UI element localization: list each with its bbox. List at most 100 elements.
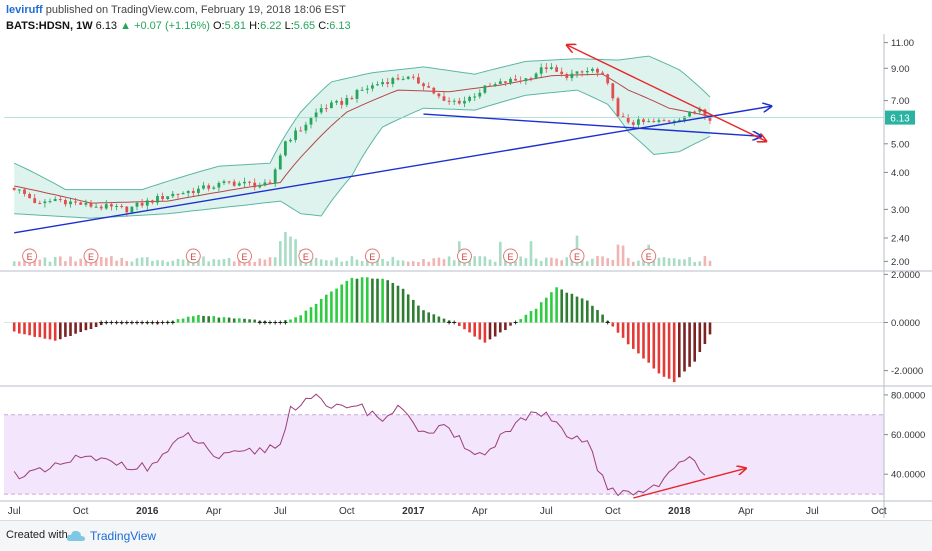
candle-body[interactable]	[156, 196, 159, 203]
candle-body[interactable]	[601, 72, 604, 75]
candle-body[interactable]	[544, 67, 548, 69]
earnings-marker[interactable]	[641, 248, 657, 264]
candle-body[interactable]	[232, 181, 236, 186]
candle-body[interactable]	[197, 188, 200, 193]
candle-body[interactable]	[330, 102, 333, 109]
candle-body[interactable]	[130, 206, 134, 213]
candle-body[interactable]	[58, 199, 62, 200]
candle-body[interactable]	[299, 130, 303, 132]
candle-body[interactable]	[48, 201, 52, 203]
candle-body[interactable]	[560, 71, 564, 74]
candle-body[interactable]	[493, 84, 497, 86]
candle-body[interactable]	[166, 196, 170, 199]
candle-body[interactable]	[381, 82, 384, 85]
candle-body[interactable]	[647, 121, 651, 123]
candle-body[interactable]	[498, 81, 502, 84]
candle-body[interactable]	[237, 183, 241, 186]
candle-body[interactable]	[17, 189, 21, 191]
candle-body[interactable]	[314, 112, 318, 118]
author-link[interactable]: leviruff	[6, 4, 43, 16]
macd-pane[interactable]	[4, 277, 884, 383]
candle-body[interactable]	[84, 202, 88, 205]
candle-body[interactable]	[524, 78, 528, 81]
candle-body[interactable]	[94, 206, 98, 208]
candle-body[interactable]	[181, 193, 185, 195]
candle-body[interactable]	[550, 67, 553, 69]
candle-body[interactable]	[79, 202, 83, 205]
candle-body[interactable]	[294, 130, 297, 140]
candle-body[interactable]	[350, 98, 354, 99]
candle-body[interactable]	[355, 90, 359, 99]
candle-body[interactable]	[120, 206, 124, 207]
candle-body[interactable]	[253, 182, 257, 188]
earnings-marker[interactable]	[364, 248, 380, 264]
candle-body[interactable]	[360, 89, 364, 91]
candle-body[interactable]	[319, 108, 323, 113]
candle-body[interactable]	[442, 96, 446, 101]
candle-body[interactable]	[284, 141, 287, 156]
candle-body[interactable]	[278, 155, 282, 170]
candle-body[interactable]	[324, 108, 328, 110]
candle-body[interactable]	[534, 73, 538, 79]
candle-body[interactable]	[186, 191, 190, 193]
candle-body[interactable]	[335, 101, 338, 103]
earnings-marker[interactable]	[185, 248, 201, 264]
candle-body[interactable]	[478, 92, 482, 97]
candle-body[interactable]	[463, 100, 466, 104]
candle-body[interactable]	[376, 84, 379, 86]
trendline-red[interactable]	[567, 45, 767, 141]
candle-body[interactable]	[340, 101, 344, 105]
candle-body[interactable]	[473, 96, 477, 98]
candle-body[interactable]	[43, 201, 47, 204]
candle-body[interactable]	[422, 83, 425, 87]
candle-body[interactable]	[176, 193, 180, 195]
candle-body[interactable]	[591, 68, 594, 71]
candle-body[interactable]	[135, 202, 139, 207]
earnings-marker[interactable]	[457, 248, 472, 264]
candle-body[interactable]	[621, 116, 625, 118]
candle-body[interactable]	[391, 78, 395, 84]
candle-body[interactable]	[529, 78, 533, 80]
candle-body[interactable]	[33, 198, 37, 203]
candle-body[interactable]	[637, 119, 640, 125]
trendline-blue[interactable]	[14, 106, 771, 234]
candle-body[interactable]	[519, 80, 523, 82]
candle-body[interactable]	[565, 74, 569, 78]
candle-body[interactable]	[642, 119, 645, 122]
candle-body[interactable]	[365, 88, 369, 90]
candle-body[interactable]	[606, 74, 610, 84]
candle-body[interactable]	[468, 96, 471, 101]
candle-body[interactable]	[662, 120, 666, 122]
candle-body[interactable]	[585, 71, 589, 73]
candle-body[interactable]	[504, 81, 507, 83]
candle-body[interactable]	[12, 187, 16, 190]
candle-body[interactable]	[89, 202, 93, 207]
candle-body[interactable]	[555, 67, 558, 72]
candle-body[interactable]	[227, 181, 231, 183]
earnings-marker[interactable]	[83, 248, 99, 264]
candle-body[interactable]	[452, 100, 456, 102]
rsi-pane[interactable]	[4, 393, 884, 499]
candle-body[interactable]	[570, 73, 574, 78]
candle-body[interactable]	[345, 98, 349, 105]
earnings-marker[interactable]	[22, 248, 38, 264]
candle-body[interactable]	[396, 78, 400, 80]
candle-body[interactable]	[243, 181, 246, 184]
rsi-trendline[interactable]	[633, 468, 746, 499]
candle-body[interactable]	[273, 169, 277, 184]
candle-body[interactable]	[693, 111, 697, 113]
candle-body[interactable]	[514, 78, 517, 81]
candle-body[interactable]	[411, 76, 415, 78]
candle-body[interactable]	[289, 139, 292, 142]
candle-body[interactable]	[191, 191, 195, 193]
earnings-marker[interactable]	[503, 248, 518, 264]
candle-body[interactable]	[151, 200, 154, 203]
candle-body[interactable]	[596, 68, 599, 73]
candle-body[interactable]	[23, 189, 26, 195]
candle-body[interactable]	[657, 120, 661, 122]
candle-body[interactable]	[161, 196, 164, 199]
candle-body[interactable]	[28, 194, 31, 199]
candle-body[interactable]	[222, 181, 226, 183]
candle-body[interactable]	[401, 78, 405, 80]
candle-body[interactable]	[509, 78, 512, 83]
